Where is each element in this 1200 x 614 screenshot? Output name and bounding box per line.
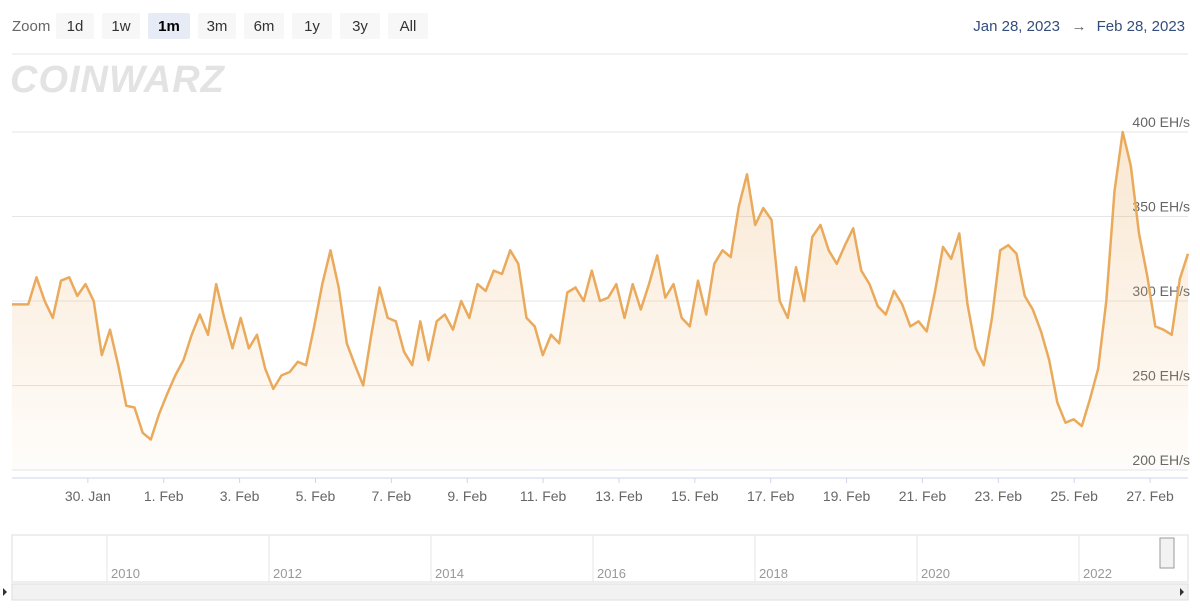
zoom-button[interactable]	[102, 13, 140, 39]
zoom-button[interactable]	[340, 13, 380, 39]
x-tick-label: 23. Feb	[975, 488, 1023, 504]
x-tick-label: 3. Feb	[220, 488, 260, 504]
navigator-label: 2016	[597, 566, 626, 581]
x-tick-label: 11. Feb	[520, 488, 567, 504]
zoom-button-label[interactable]: 1d	[67, 18, 84, 35]
scroll-left[interactable]	[3, 588, 7, 596]
x-tick-label: 21. Feb	[899, 488, 947, 504]
zoom-button-label[interactable]: All	[400, 18, 417, 35]
scroll-right[interactable]	[1180, 588, 1184, 596]
navigator-handle[interactable]	[1159, 537, 1175, 569]
range-separator: →	[1072, 18, 1087, 35]
plot	[12, 130, 1190, 470]
zoom-label: Zoom	[12, 18, 50, 35]
zoom-buttons: 1d 1w 1m 3m 6m 1y 3y All	[56, 13, 428, 39]
navigator-label: 2014	[435, 566, 464, 581]
navigator-label: 2010	[111, 566, 140, 581]
x-tick-label: 7. Feb	[372, 488, 412, 504]
x-tick-label: 9. Feb	[447, 488, 487, 504]
zoom-button-label[interactable]: 1m	[158, 18, 180, 35]
navigator-label: 2022	[1083, 566, 1112, 581]
x-tick-label: 13. Feb	[595, 488, 643, 504]
x-tick-label: 27. Feb	[1126, 488, 1174, 504]
range-from[interactable]: Jan 28, 2023	[973, 18, 1060, 35]
navigator-label: 2012	[273, 566, 302, 581]
line	[12, 130, 1190, 441]
watermark: COINWARZ	[10, 59, 226, 101]
x-tick-label: 30. Jan	[65, 488, 111, 504]
y-tick-label: 400 EH/s	[1132, 114, 1190, 130]
x-tick-label: 1. Feb	[144, 488, 184, 504]
navigator-label: 2020	[921, 566, 950, 581]
zoom-button[interactable]	[388, 13, 428, 39]
x-tick-label: 15. Feb	[671, 488, 719, 504]
navigator-labels: 2010 2012 2014 2016 2018 2020 2022	[106, 535, 1112, 582]
x-tick-label: 5. Feb	[296, 488, 336, 504]
range-to[interactable]: Feb 28, 2023	[1097, 18, 1185, 35]
zoom-button[interactable]	[56, 13, 94, 39]
zoom-button-label[interactable]: 6m	[254, 18, 275, 35]
zoom-button[interactable]	[148, 13, 190, 39]
navigator[interactable]	[11, 534, 1189, 583]
zoom-button-label[interactable]: 1w	[111, 18, 130, 35]
scrollbar[interactable]	[11, 583, 1189, 601]
zoom-button[interactable]	[292, 13, 332, 39]
y-tick-label: 350 EH/s	[1132, 199, 1190, 215]
zoom-button-label[interactable]: 1y	[304, 18, 320, 35]
zoom-button-label[interactable]: 3m	[207, 18, 228, 35]
zoom-button[interactable]	[198, 13, 236, 39]
zoom-button-label[interactable]: 3y	[352, 18, 368, 35]
x-tick-label: 17. Feb	[747, 488, 795, 504]
x-tick-label: 25. Feb	[1050, 488, 1098, 504]
x-ticks: 30. Jan 1. Feb 3. Feb 5. Feb 7. Feb 9. Feb 11.…	[65, 478, 1174, 504]
navigator-label: 2018	[759, 566, 788, 581]
x-tick-label: 19. Feb	[823, 488, 871, 504]
zoom-button[interactable]	[244, 13, 284, 39]
